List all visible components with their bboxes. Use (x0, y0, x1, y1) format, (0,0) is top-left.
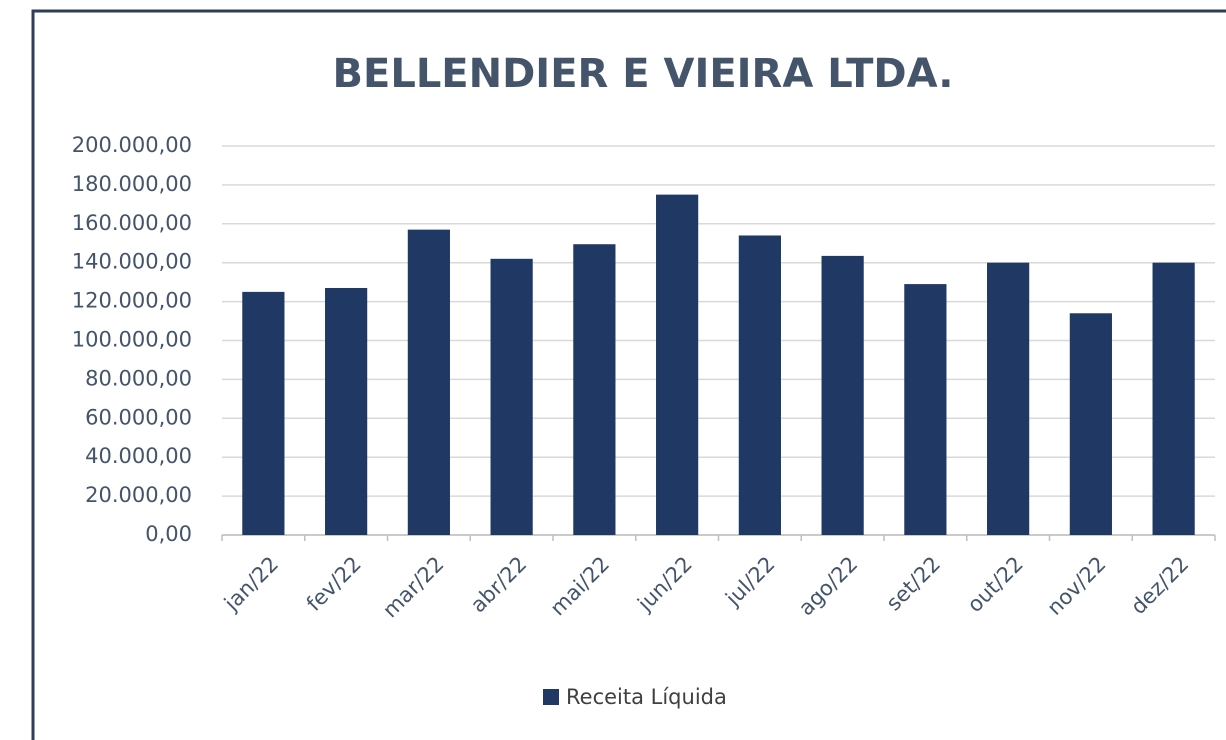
y-tick-label: 80.000,00 (85, 366, 192, 390)
bar (738, 235, 781, 535)
bar (821, 255, 864, 535)
chart-frame (31, 9, 1226, 740)
bar (904, 284, 947, 535)
y-tick-label: 20.000,00 (85, 483, 192, 507)
bar (656, 194, 699, 535)
bar (1069, 313, 1112, 535)
bar (325, 287, 368, 535)
y-tick-label: 180.000,00 (72, 172, 192, 196)
y-tick-label: 40.000,00 (85, 444, 192, 468)
bar (407, 229, 450, 535)
y-tick-label: 140.000,00 (72, 250, 192, 274)
y-tick-label: 100.000,00 (72, 328, 192, 352)
bar (987, 262, 1030, 535)
y-tick-label: 120.000,00 (72, 289, 192, 313)
legend-label: Receita Líquida (566, 685, 727, 709)
bar (573, 244, 616, 535)
bar (1152, 262, 1195, 535)
y-tick-label: 160.000,00 (72, 211, 192, 235)
legend-swatch (543, 689, 559, 705)
y-tick-label: 200.000,00 (72, 133, 192, 157)
chart-title: BELLENDIER E VIEIRA LTDA. (333, 51, 954, 97)
bar (490, 258, 533, 535)
bar (242, 291, 285, 535)
y-tick-label: 60.000,00 (85, 405, 192, 429)
y-tick-label: 0,00 (145, 522, 192, 546)
